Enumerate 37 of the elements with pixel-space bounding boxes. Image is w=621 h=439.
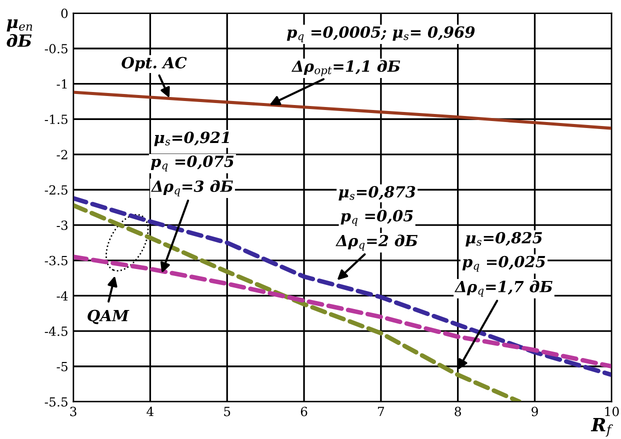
annotation: Δρ$_{q}$=1,7 дБ — [454, 280, 552, 297]
y-tick-label: -1.5 — [44, 114, 68, 124]
x-tick-label: 9 — [532, 406, 538, 416]
annotation: Δρ$_{q}$=2 дБ — [336, 234, 418, 251]
annotation: Opt. AC — [122, 56, 187, 72]
x-tick-label: 6 — [300, 406, 308, 416]
annotation: p$_{q}$ =0,075 — [150, 156, 234, 172]
annotation: p$_{q}$ =0,0005; μ$_{s}$= 0,969 — [286, 26, 475, 42]
y-axis-title: μ$_{en}$ дБ — [6, 19, 32, 47]
y-tick-label: -1 — [56, 79, 67, 89]
y-tick-label: 0 — [61, 8, 68, 18]
annotation: p$_{q}$ =0,025 — [462, 256, 546, 272]
line-series — [73, 254, 612, 369]
x-tick-label: 8 — [454, 406, 461, 416]
y-tick-label: -5 — [56, 362, 68, 372]
annotation: μ$_{s}$=0,825 — [466, 232, 542, 246]
annotation: p$_{q}$ =0,05 — [340, 210, 413, 226]
x-tick-label: 4 — [146, 406, 154, 416]
annotation: Δρ$_{q}$=3 дБ — [150, 180, 233, 196]
y-tick-label: -5.5 — [44, 397, 68, 407]
y-tick-label: -3.5 — [44, 256, 68, 266]
y-tick-label: -2.5 — [44, 185, 68, 195]
annotation: QAM — [88, 310, 130, 324]
x-axis-title: R$_{f}$ — [590, 418, 613, 437]
y-tick-label: -3 — [56, 220, 68, 230]
y-tick-label: -4.5 — [44, 326, 68, 336]
annotation: Δρ$_{opt}$=1,1 дБ — [291, 60, 400, 76]
line-series — [73, 90, 612, 130]
y-tick-label: -2 — [56, 150, 68, 160]
x-tick-label: 10 — [605, 406, 619, 416]
x-tick-label: 3 — [70, 406, 76, 416]
y-tick-label: -0.5 — [44, 44, 68, 54]
annotation: μ$_{s}$=0,873 — [338, 186, 416, 201]
y-tick-label: -4 — [56, 291, 68, 300]
x-tick-label: 5 — [224, 406, 230, 416]
annotation: μ$_{s}$=0,921 — [154, 132, 229, 146]
x-tick-label: 7 — [378, 406, 384, 416]
